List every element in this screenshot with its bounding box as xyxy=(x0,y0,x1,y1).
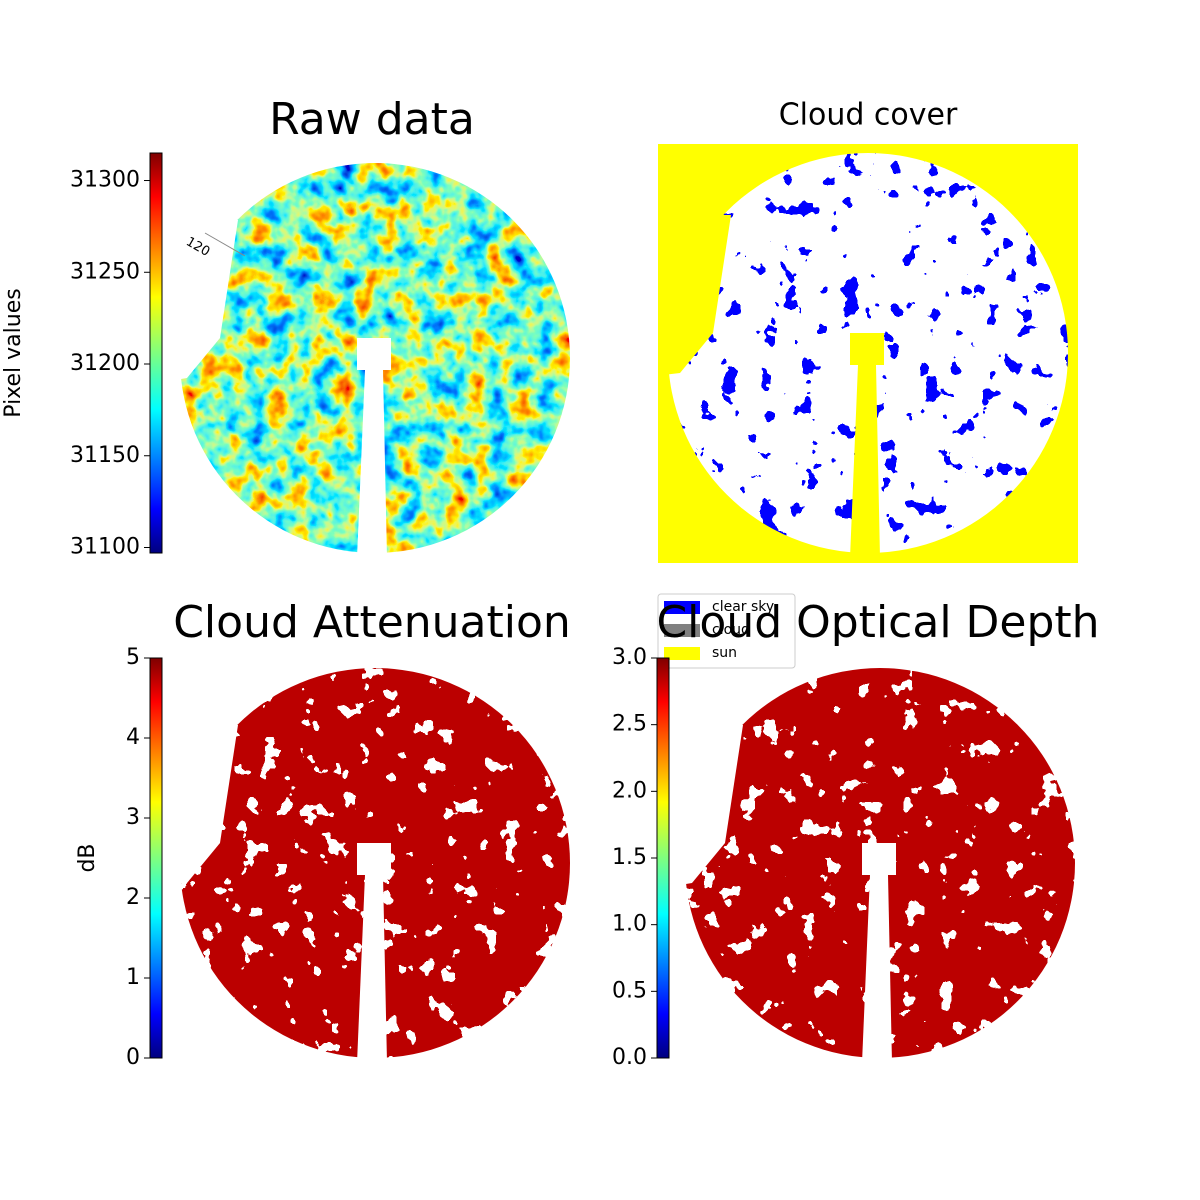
y-tick-label: 0 xyxy=(126,1045,140,1070)
legend-label: clear sky xyxy=(712,599,774,615)
legend-swatch xyxy=(664,647,700,660)
shadow-arm xyxy=(357,875,387,1063)
y-tick-label: 31200 xyxy=(70,351,140,376)
polar-guide xyxy=(204,232,246,257)
y-tick-label: 3 xyxy=(126,805,140,830)
legend-label: sun xyxy=(712,645,737,661)
mask-notch xyxy=(680,725,743,885)
y-tick-label: 1.0 xyxy=(612,912,647,937)
mask-notch xyxy=(663,215,731,375)
y-tick-label: 5 xyxy=(126,645,140,670)
colorbar xyxy=(149,657,163,1059)
panel: Cloud Optical Depth 0.0 0.5 1.0 1.5 2.0 2.5 3.0 xyxy=(612,597,1100,1070)
shadow-band xyxy=(357,338,391,370)
colorbar xyxy=(149,152,163,554)
legend-swatch xyxy=(664,624,700,637)
y-tick-label: 1 xyxy=(126,965,140,990)
colorbar-label: dB xyxy=(75,843,100,872)
shadow-band xyxy=(357,843,391,875)
y-tick-label: 0.0 xyxy=(612,1045,647,1070)
shadow-band xyxy=(850,333,884,365)
panel-title: Cloud Attenuation xyxy=(173,597,571,648)
y-tick-label: 31150 xyxy=(70,443,140,468)
panel: Raw data1203110031150312003125031300Pixe… xyxy=(1,94,570,559)
y-tick-label: 4 xyxy=(126,725,140,750)
mask-notch xyxy=(175,725,238,885)
y-tick-label: 0.5 xyxy=(612,978,647,1003)
y-tick-label: 3.0 xyxy=(612,645,647,670)
panel-title: Cloud Optical Depth xyxy=(656,597,1099,648)
colorbar xyxy=(656,657,670,1059)
shadow-arm xyxy=(357,370,387,558)
y-tick-label: 1.5 xyxy=(612,845,647,870)
shadow-arm xyxy=(850,365,880,558)
panel: Cloud cover clear sky cloud sun xyxy=(657,98,1078,669)
shadow-arm xyxy=(862,875,892,1063)
mask-notch xyxy=(175,220,238,380)
legend-label: cloud xyxy=(712,622,750,638)
y-tick-label: 31100 xyxy=(70,534,140,559)
panel: Cloud Attenuation 0 1 2 3 4 5 dB xyxy=(75,597,571,1070)
y-tick-label: 31300 xyxy=(70,168,140,193)
colorbar-label: Pixel values xyxy=(1,288,26,417)
panel-title: Cloud cover xyxy=(779,98,958,133)
y-tick-label: 31250 xyxy=(70,259,140,284)
legend-swatch xyxy=(664,601,700,614)
y-tick-label: 2.0 xyxy=(612,778,647,803)
shadow-band xyxy=(862,843,896,875)
y-tick-label: 2.5 xyxy=(612,712,647,737)
panel-title: Raw data xyxy=(269,94,475,145)
y-tick-label: 2 xyxy=(126,885,140,910)
